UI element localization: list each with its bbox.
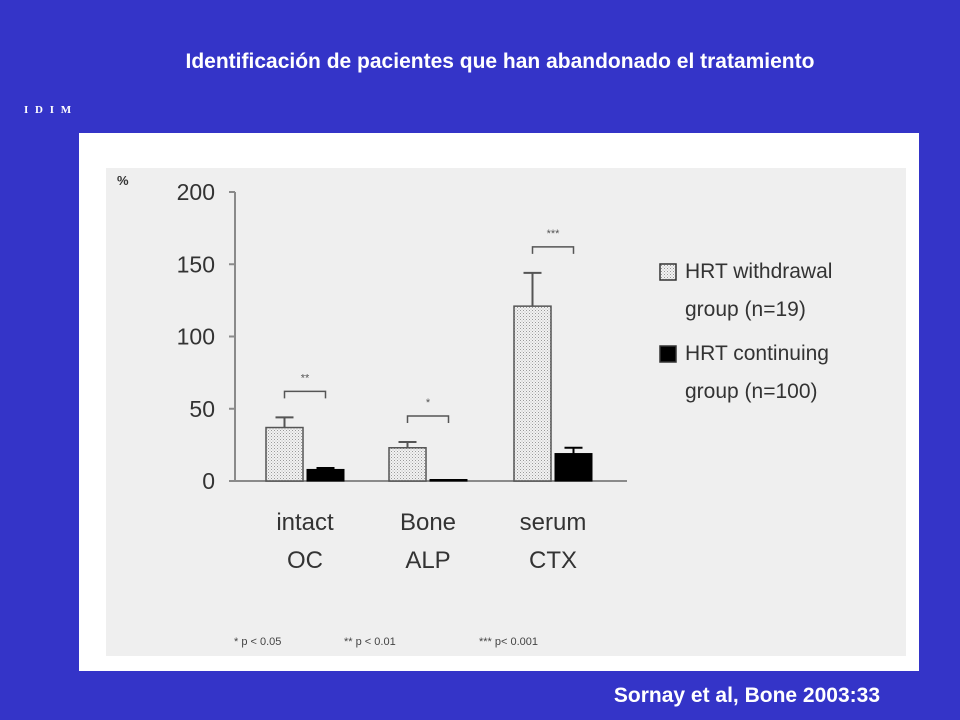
footnote-text: *** p< 0.001 [479,636,538,648]
significance-bracket [283,390,327,399]
y-tick-label: 50 [189,396,215,422]
significance-marker: *** [547,228,561,240]
significance-marker: * [426,397,431,409]
slide-title: Identificación de pacientes que han aban… [185,50,815,73]
significance-bracket [531,246,575,254]
y-tick-label: 0 [202,468,215,494]
legend-label-1: group (n=100) [685,380,818,403]
category-label-line2: CTX [529,547,577,574]
significance-marker: ** [301,372,310,384]
y-axis-label: % [117,173,129,188]
category-label-line2: OC [287,547,323,574]
bar-chart: % 0 50 100 150 200 ** intact OC * Bone ALP *** serum C… [106,168,906,656]
significance-bracket [406,415,450,423]
bar-1-2 [554,453,593,482]
idim-logo: I D I M [24,104,74,116]
bar-0-0 [265,426,304,482]
bar-0-2 [513,305,552,482]
y-tick-label: 100 [177,324,215,350]
bar-0-1 [388,447,427,482]
category-label-line1: serum [520,509,587,536]
legend-swatch-0 [659,263,677,281]
legend-label-0: HRT withdrawal [685,260,832,283]
legend-label-1: HRT continuing [685,342,829,365]
legend-label-0: group (n=19) [685,298,806,321]
category-label-line1: intact [276,509,334,536]
footnote-text: * p < 0.05 [234,636,281,648]
y-tick-label: 150 [177,251,215,277]
chart-background [106,168,906,656]
bar-1-1 [429,479,468,482]
footnote-text: ** p < 0.01 [344,636,396,648]
bar-1-0 [306,468,345,482]
citation: Sornay et al, Bone 2003:33 [613,684,880,707]
y-tick-label: 200 [177,179,215,205]
category-label-line2: ALP [405,547,450,574]
chart-panel: % 0 50 100 150 200 ** intact OC * Bone ALP *** serum C… [79,133,919,671]
legend-swatch-1 [659,345,677,363]
category-label-line1: Bone [400,509,456,536]
